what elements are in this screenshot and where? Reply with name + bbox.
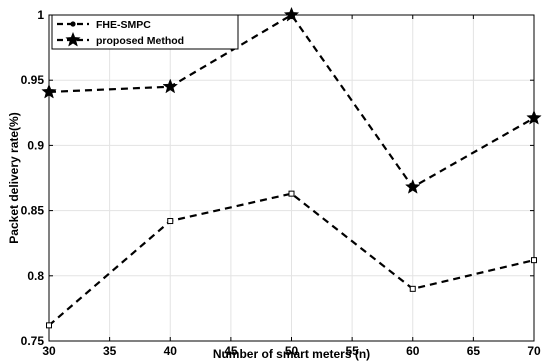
legend-label: proposed Method [96, 35, 184, 47]
series-fhe-smpc [46, 190, 537, 329]
legend-marker [70, 21, 76, 27]
x-tick-label: 35 [103, 344, 117, 358]
data-point [283, 6, 300, 22]
x-axis-label: Number of smart meters (n) [213, 347, 370, 361]
data-point [409, 285, 416, 292]
y-tick-label: 0.95 [21, 73, 45, 87]
data-point [288, 190, 295, 197]
series-proposed-method [41, 6, 542, 194]
legend-item: FHE-SMPC [57, 19, 151, 31]
x-tick-label: 45 [224, 344, 238, 358]
x-tick-label: 60 [406, 344, 420, 358]
x-tick-label: 40 [164, 344, 178, 358]
series-group [41, 6, 542, 329]
y-tick-label: 0.75 [21, 334, 45, 348]
y-tick-label: 1 [37, 8, 44, 22]
x-tick-label: 30 [42, 344, 56, 358]
data-point [531, 257, 537, 264]
x-tick-label: 50 [285, 344, 299, 358]
x-tick-label: 65 [467, 344, 481, 358]
legend: FHE-SMPC proposed Method [51, 14, 239, 50]
data-point [41, 83, 57, 99]
data-point [167, 218, 174, 225]
legend-marker [65, 31, 81, 47]
legend-box [51, 14, 239, 50]
y-tick-label: 0.85 [21, 204, 45, 218]
y-tick-label: 0.8 [27, 269, 44, 283]
series-line [48, 13, 535, 189]
x-tick-label: 55 [345, 344, 359, 358]
legend-item: proposed Method [57, 31, 184, 47]
x-tick-label: 70 [527, 344, 541, 358]
data-point [404, 178, 421, 194]
data-point [162, 78, 179, 94]
data-point [46, 322, 52, 329]
y-axis-label: Packet delivery rate(%) [7, 112, 21, 243]
data-point [526, 109, 542, 125]
y-axis-ticks: 0.75 0.8 0.85 0.9 0.95 1 [21, 8, 534, 348]
y-tick-label: 0.9 [27, 138, 44, 152]
grid-lines [48, 14, 535, 342]
legend-label: FHE-SMPC [96, 19, 151, 31]
x-axis-ticks: 30 35 40 45 50 55 60 65 70 [42, 15, 541, 358]
